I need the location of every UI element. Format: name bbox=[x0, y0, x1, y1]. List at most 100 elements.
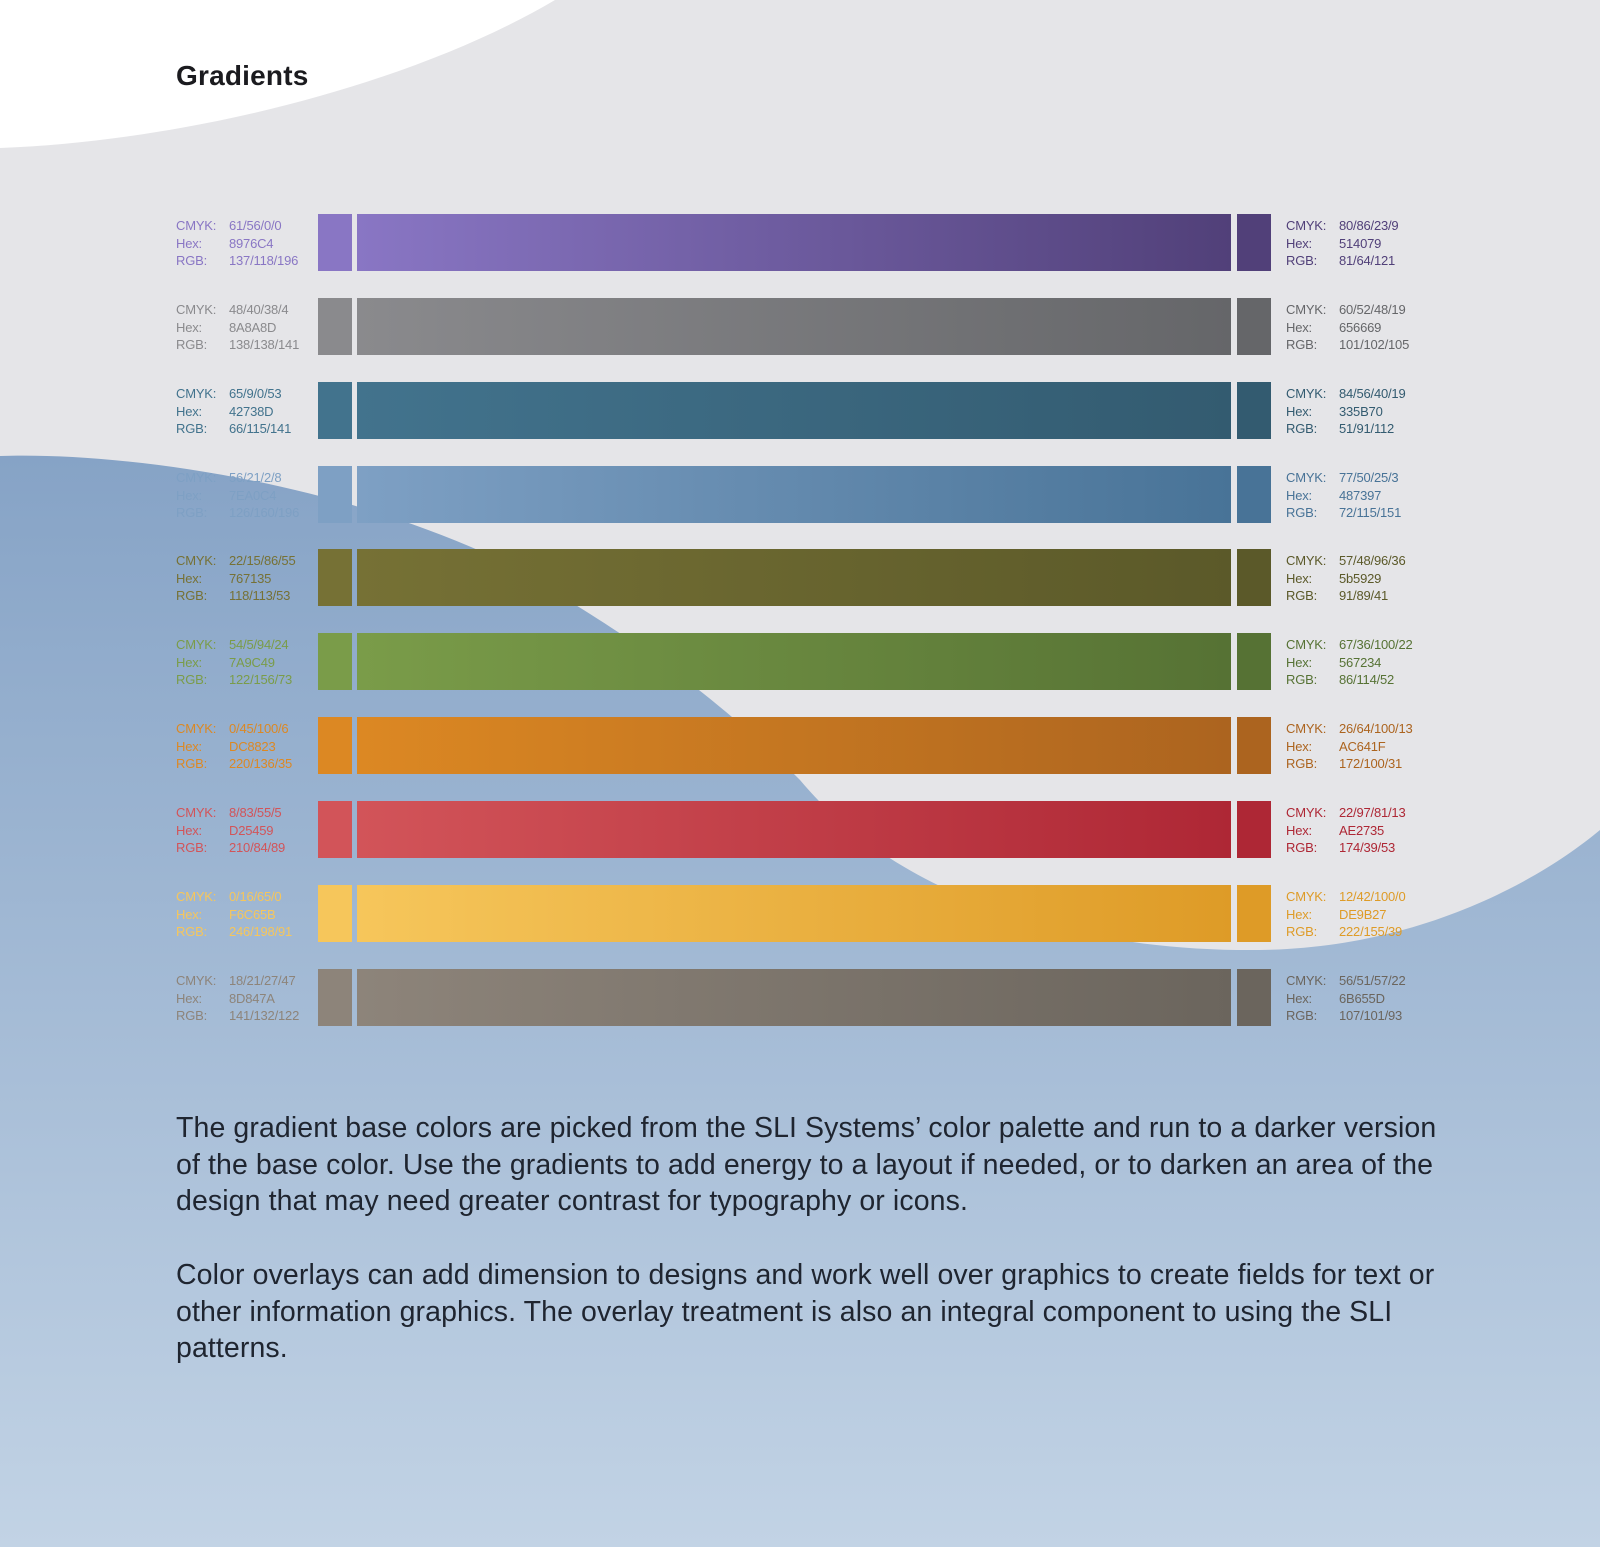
white-corner-shape bbox=[0, 0, 555, 148]
gradient-row: CMYK: 65/9/0/53 Hex: 42738D RGB: 66/115/141 CM… bbox=[0, 382, 1600, 439]
rgb-value: 138/138/141 bbox=[229, 337, 300, 353]
rgb-label: RGB: bbox=[176, 672, 207, 688]
hex-value: 335B70 bbox=[1339, 403, 1383, 419]
cmyk-value: 61/56/0/0 bbox=[229, 218, 282, 233]
rgb-value: 126/160/196 bbox=[229, 505, 300, 521]
end-color-values: CMYK: 77/50/25/3 Hex: 487397 RGB: 72/115/151 bbox=[1286, 469, 1446, 523]
rgb-label: RGB: bbox=[1286, 253, 1317, 269]
hex-label: Hex: bbox=[1286, 822, 1312, 838]
cmyk-value: 18/21/27/47 bbox=[229, 973, 296, 988]
hex-label: Hex: bbox=[176, 319, 202, 335]
cmyk-value: 56/51/57/22 bbox=[1339, 973, 1406, 988]
rgb-label: RGB: bbox=[1286, 421, 1317, 437]
rgb-value: 122/156/73 bbox=[229, 672, 293, 688]
hex-value: 5b5929 bbox=[1339, 570, 1382, 586]
end-color-swatch bbox=[1237, 298, 1271, 355]
cmyk-value: 84/56/40/19 bbox=[1339, 386, 1406, 401]
rgb-label: RGB: bbox=[176, 505, 207, 521]
rgb-value: 172/100/31 bbox=[1339, 756, 1403, 772]
end-color-values: CMYK: 56/51/57/22 Hex: 6B655D RGB: 107/101/93 bbox=[1286, 972, 1446, 1026]
cmyk-label: CMYK: bbox=[176, 637, 217, 652]
start-color-values: CMYK: 0/45/100/6 Hex: DC8823 RGB: 220/136/35 bbox=[176, 720, 316, 774]
cmyk-label: CMYK: bbox=[1286, 637, 1327, 652]
hex-label: Hex: bbox=[1286, 906, 1312, 922]
hex-value: 767135 bbox=[229, 570, 272, 586]
rgb-value: 220/136/35 bbox=[229, 756, 293, 772]
hex-label: Hex: bbox=[1286, 570, 1312, 586]
end-color-swatch bbox=[1237, 969, 1271, 1026]
rgb-label: RGB: bbox=[176, 1008, 207, 1024]
cmyk-value: 26/64/100/13 bbox=[1339, 721, 1413, 736]
gradient-row: CMYK: 22/15/86/55 Hex: 767135 RGB: 118/113/53… bbox=[0, 549, 1600, 606]
cmyk-value: 57/48/96/36 bbox=[1339, 553, 1406, 568]
rgb-value: 101/102/105 bbox=[1339, 337, 1410, 353]
start-color-swatch bbox=[318, 549, 352, 606]
cmyk-label: CMYK: bbox=[1286, 553, 1327, 568]
cmyk-label: CMYK: bbox=[1286, 721, 1327, 736]
gradient-bar bbox=[357, 298, 1231, 355]
hex-value: DE9B27 bbox=[1339, 906, 1387, 922]
end-color-values: CMYK: 80/86/23/9 Hex: 514079 RGB: 81/64/121 bbox=[1286, 217, 1446, 271]
cmyk-value: 77/50/25/3 bbox=[1339, 470, 1399, 485]
cmyk-value: 56/21/2/8 bbox=[229, 470, 282, 485]
gradient-bar bbox=[357, 549, 1231, 606]
gradient-bar bbox=[357, 717, 1231, 774]
hex-label: Hex: bbox=[1286, 990, 1312, 1006]
rgb-label: RGB: bbox=[1286, 1008, 1317, 1024]
end-color-values: CMYK: 84/56/40/19 Hex: 335B70 RGB: 51/91/112 bbox=[1286, 385, 1446, 439]
hex-label: Hex: bbox=[176, 235, 202, 251]
cmyk-value: 12/42/100/0 bbox=[1339, 889, 1406, 904]
hex-label: Hex: bbox=[176, 822, 202, 838]
cmyk-label: CMYK: bbox=[1286, 805, 1327, 820]
start-color-swatch bbox=[318, 969, 352, 1026]
gradient-row: CMYK: 56/21/2/8 Hex: 7EA0C4 RGB: 126/160/196 C… bbox=[0, 466, 1600, 523]
hex-value: DC8823 bbox=[229, 738, 276, 754]
start-color-values: CMYK: 48/40/38/4 Hex: 8A8A8D RGB: 138/138/141 bbox=[176, 301, 316, 355]
end-color-swatch bbox=[1237, 717, 1271, 774]
end-color-swatch bbox=[1237, 466, 1271, 523]
rgb-label: RGB: bbox=[176, 924, 207, 940]
hex-label: Hex: bbox=[176, 570, 202, 586]
hex-value: 7EA0C4 bbox=[229, 487, 277, 503]
end-color-values: CMYK: 12/42/100/0 Hex: DE9B27 RGB: 222/155/39 bbox=[1286, 888, 1446, 942]
rgb-label: RGB: bbox=[176, 756, 207, 772]
hex-label: Hex: bbox=[176, 906, 202, 922]
hex-label: Hex: bbox=[176, 487, 202, 503]
rgb-label: RGB: bbox=[1286, 756, 1317, 772]
start-color-swatch bbox=[318, 633, 352, 690]
hex-value: 567234 bbox=[1339, 654, 1382, 670]
hex-value: 8D847A bbox=[229, 990, 275, 1006]
cmyk-label: CMYK: bbox=[1286, 386, 1327, 401]
end-color-swatch bbox=[1237, 801, 1271, 858]
rgb-label: RGB: bbox=[1286, 924, 1317, 940]
cmyk-label: CMYK: bbox=[176, 386, 217, 401]
gradient-bar bbox=[357, 633, 1231, 690]
start-color-swatch bbox=[318, 885, 352, 942]
cmyk-value: 0/45/100/6 bbox=[229, 721, 289, 736]
rgb-label: RGB: bbox=[1286, 588, 1317, 604]
gradient-bar bbox=[357, 382, 1231, 439]
rgb-label: RGB: bbox=[176, 588, 207, 604]
cmyk-label: CMYK: bbox=[176, 973, 217, 988]
start-color-values: CMYK: 18/21/27/47 Hex: 8D847A RGB: 141/132/12… bbox=[176, 972, 316, 1026]
start-color-swatch bbox=[318, 717, 352, 774]
cmyk-value: 0/16/65/0 bbox=[229, 889, 282, 904]
cmyk-label: CMYK: bbox=[176, 721, 217, 736]
start-color-swatch bbox=[318, 214, 352, 271]
rgb-value: 137/118/196 bbox=[229, 253, 299, 269]
cmyk-label: CMYK: bbox=[176, 218, 217, 233]
rgb-value: 86/114/52 bbox=[1339, 672, 1395, 688]
cmyk-value: 54/5/94/24 bbox=[229, 637, 289, 652]
start-color-values: CMYK: 0/16/65/0 Hex: F6C65B RGB: 246/198/91 bbox=[176, 888, 316, 942]
start-color-values: CMYK: 22/15/86/55 Hex: 767135 RGB: 118/113/53 bbox=[176, 552, 316, 606]
start-color-swatch bbox=[318, 466, 352, 523]
cmyk-value: 22/97/81/13 bbox=[1339, 805, 1406, 820]
hex-label: Hex: bbox=[1286, 487, 1312, 503]
gradient-bar bbox=[357, 801, 1231, 858]
gradient-bar bbox=[357, 466, 1231, 523]
cmyk-value: 22/15/86/55 bbox=[229, 553, 296, 568]
rgb-value: 222/155/39 bbox=[1339, 924, 1403, 940]
gradient-row: CMYK: 61/56/0/0 Hex: 8976C4 RGB: 137/118/196 C… bbox=[0, 214, 1600, 271]
hex-value: 8A8A8D bbox=[229, 319, 277, 335]
rgb-label: RGB: bbox=[176, 840, 207, 856]
